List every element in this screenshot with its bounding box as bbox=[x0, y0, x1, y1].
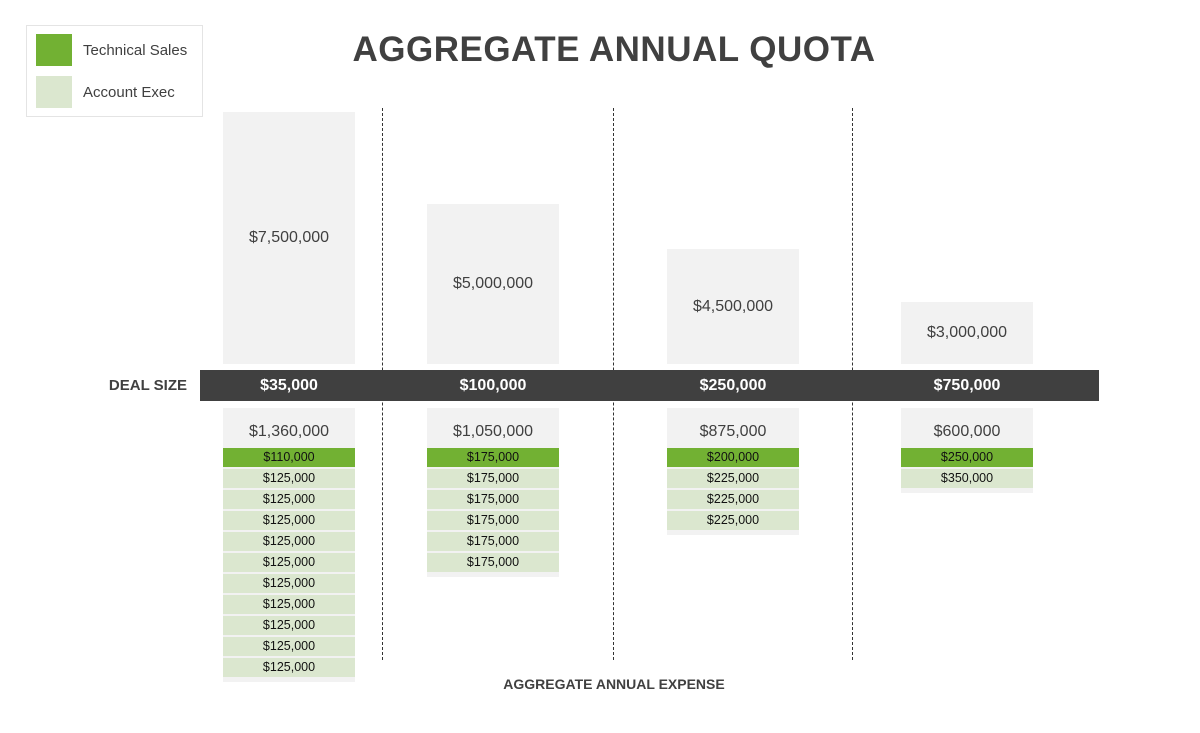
deal-size-value: $250,000 bbox=[699, 377, 767, 394]
legend: Technical Sales Account Exec bbox=[26, 25, 203, 117]
account-exec-row: $225,000 bbox=[667, 469, 799, 488]
chart-title: AGGREGATE ANNUAL QUOTA bbox=[352, 30, 876, 69]
legend-item-technical-sales: Technical Sales bbox=[36, 34, 187, 66]
legend-item-account-exec: Account Exec bbox=[36, 76, 175, 108]
account-exec-row: $175,000 bbox=[427, 532, 559, 551]
expense-total: $1,360,000 bbox=[248, 423, 330, 440]
account-exec-row: $125,000 bbox=[223, 469, 355, 488]
quota-box: $5,000,000 bbox=[427, 204, 559, 364]
deal-size-value: $35,000 bbox=[260, 377, 318, 394]
legend-swatch-technical-sales bbox=[36, 34, 72, 66]
account-exec-row: $125,000 bbox=[223, 511, 355, 530]
x-axis-label: AGGREGATE ANNUAL EXPENSE bbox=[503, 676, 725, 692]
technical-sales-row: $200,000 bbox=[667, 448, 799, 467]
quota-value: $3,000,000 bbox=[926, 324, 1008, 341]
deal-size-label: DEAL SIZE bbox=[108, 377, 187, 394]
account-exec-row: $225,000 bbox=[667, 511, 799, 530]
account-exec-row: $125,000 bbox=[223, 595, 355, 614]
quota-box: $3,000,000 bbox=[901, 302, 1033, 364]
quota-box: $4,500,000 bbox=[667, 249, 799, 364]
technical-sales-row: $175,000 bbox=[427, 448, 559, 467]
account-exec-row: $175,000 bbox=[427, 511, 559, 530]
expense-box: $600,000 $250,000 $350,000 bbox=[901, 408, 1033, 493]
technical-sales-row: $110,000 bbox=[223, 448, 355, 467]
expense-total: $1,050,000 bbox=[452, 423, 534, 440]
deal-size-bar bbox=[200, 370, 1099, 401]
account-exec-row: $225,000 bbox=[667, 490, 799, 509]
account-exec-row: $125,000 bbox=[223, 532, 355, 551]
account-exec-row: $125,000 bbox=[223, 490, 355, 509]
quota-value: $7,500,000 bbox=[248, 229, 330, 246]
account-exec-row: $175,000 bbox=[427, 469, 559, 488]
account-exec-row: $175,000 bbox=[427, 553, 559, 572]
expense-box: $1,050,000 $175,000 $175,000 $175,000 $175,0… bbox=[427, 408, 559, 577]
expense-box: $1,360,000 $110,000 $125,000 $125,000 $125,0… bbox=[223, 408, 355, 682]
expense-total: $600,000 bbox=[933, 423, 1001, 440]
account-exec-row: $125,000 bbox=[223, 616, 355, 635]
legend-swatch-account-exec bbox=[36, 76, 72, 108]
account-exec-row: $350,000 bbox=[901, 469, 1033, 488]
legend-label: Account Exec bbox=[83, 83, 175, 101]
expense-box: $875,000 $200,000 $225,000 $225,000 $225,000 bbox=[667, 408, 799, 535]
legend-label: Technical Sales bbox=[83, 41, 188, 59]
account-exec-row: $125,000 bbox=[223, 637, 355, 656]
technical-sales-row: $250,000 bbox=[901, 448, 1033, 467]
account-exec-row: $125,000 bbox=[223, 553, 355, 572]
quota-value: $5,000,000 bbox=[452, 275, 534, 292]
expense-total: $875,000 bbox=[699, 423, 767, 440]
deal-size-value: $100,000 bbox=[459, 377, 527, 394]
account-exec-row: $125,000 bbox=[223, 574, 355, 593]
deal-size-value: $750,000 bbox=[933, 377, 1001, 394]
account-exec-row: $125,000 bbox=[223, 658, 355, 677]
quota-box: $7,500,000 bbox=[223, 112, 355, 364]
quota-value: $4,500,000 bbox=[692, 297, 774, 315]
account-exec-row: $175,000 bbox=[427, 490, 559, 509]
